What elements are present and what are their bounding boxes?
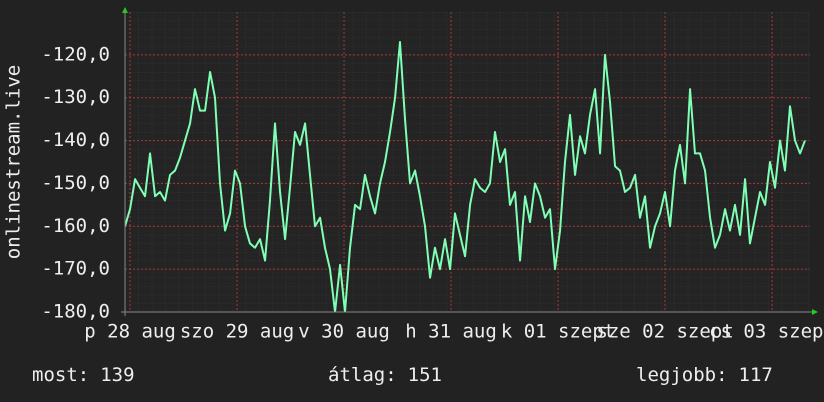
stat-label: átlag:: [328, 364, 397, 386]
stat-label: legjobb:: [636, 364, 728, 386]
y-tick-label: -130,0: [41, 86, 110, 108]
stat: most: 139: [32, 364, 135, 386]
y-tick-label: -150,0: [41, 172, 110, 194]
y-axis-label: onlinestream.live: [3, 65, 25, 259]
x-tick-label: v 30 aug: [298, 321, 390, 343]
stat-value: 139: [100, 364, 134, 386]
x-axis-arrow: [812, 309, 818, 315]
data-line: [125, 41, 806, 312]
x-tick-label: h 31 aug: [405, 321, 497, 343]
stat: legjobb: 117: [636, 364, 773, 386]
x-tick-label: sze 02 szept: [596, 321, 733, 343]
x-tick-label: szo 29 aug: [180, 321, 294, 343]
y-tick-label: -170,0: [41, 258, 110, 280]
stat-label: most:: [32, 364, 89, 386]
stat: átlag: 151: [328, 364, 442, 386]
x-tick-label: k 01 szept: [501, 321, 615, 343]
y-tick-label: -140,0: [41, 129, 110, 151]
x-tick-label: cs 03 szept: [709, 321, 824, 343]
minor-grid: [125, 12, 810, 312]
stat-value: 117: [739, 364, 773, 386]
y-axis-arrow: [122, 7, 128, 13]
y-tick-label: -180,0: [41, 301, 110, 323]
y-tick-label: -120,0: [41, 43, 110, 65]
stat-value: 151: [408, 364, 442, 386]
x-tick-label: p 28 aug: [84, 321, 176, 343]
y-tick-label: -160,0: [41, 215, 110, 237]
